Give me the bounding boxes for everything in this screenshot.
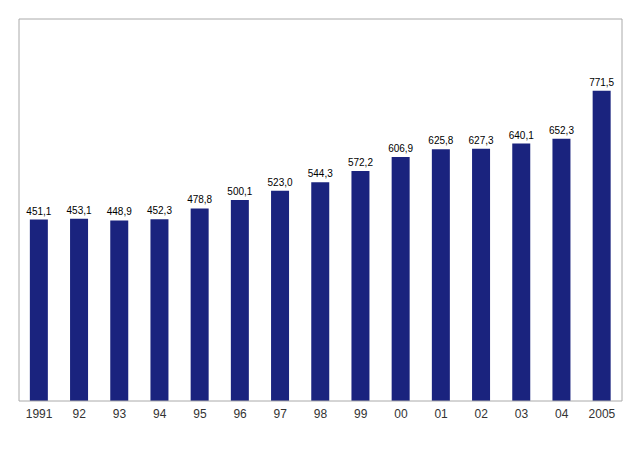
svg-text:01: 01 [434, 407, 448, 421]
svg-text:92: 92 [73, 407, 87, 421]
svg-text:95: 95 [193, 407, 207, 421]
svg-text:625,8: 625,8 [428, 135, 453, 146]
svg-text:97: 97 [274, 407, 288, 421]
svg-text:523,0: 523,0 [268, 177, 293, 188]
svg-text:03: 03 [515, 407, 529, 421]
svg-text:2005: 2005 [589, 407, 616, 421]
svg-text:94: 94 [153, 407, 167, 421]
svg-text:452,3: 452,3 [147, 205, 172, 216]
svg-text:96: 96 [233, 407, 247, 421]
svg-text:606,9: 606,9 [388, 143, 413, 154]
svg-text:627,3: 627,3 [469, 135, 494, 146]
svg-text:652,3: 652,3 [549, 125, 574, 136]
svg-text:771,5: 771,5 [589, 77, 614, 88]
svg-text:640,1: 640,1 [509, 130, 534, 141]
svg-text:572,2: 572,2 [348, 157, 373, 168]
svg-text:544,3: 544,3 [308, 168, 333, 179]
svg-text:500,1: 500,1 [227, 186, 252, 197]
svg-text:448,9: 448,9 [107, 206, 132, 217]
svg-text:02: 02 [475, 407, 489, 421]
svg-text:00: 00 [394, 407, 408, 421]
svg-text:93: 93 [113, 407, 127, 421]
svg-text:04: 04 [555, 407, 569, 421]
svg-text:98: 98 [314, 407, 328, 421]
svg-text:99: 99 [354, 407, 368, 421]
svg-text:478,8: 478,8 [187, 194, 212, 205]
svg-text:1991: 1991 [26, 407, 53, 421]
svg-text:453,1: 453,1 [67, 205, 92, 216]
svg-text:451,1: 451,1 [26, 206, 51, 217]
